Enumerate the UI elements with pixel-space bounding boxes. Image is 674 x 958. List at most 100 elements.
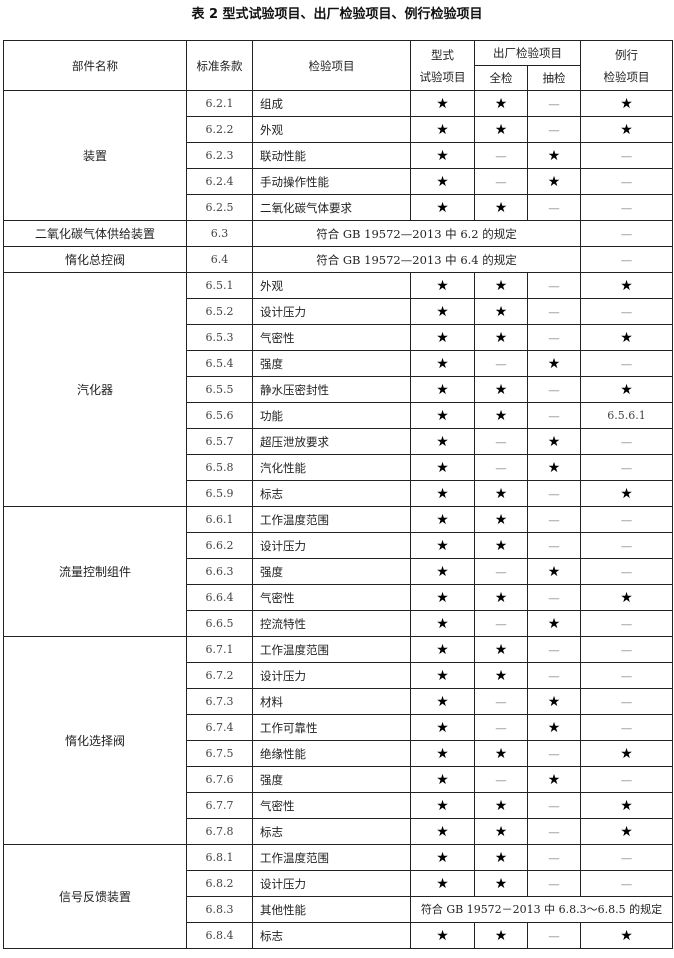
- table-row: 6.7.2 设计压力 ★ ★ — —: [4, 662, 673, 689]
- sample-inspection-cell: —: [527, 636, 581, 663]
- sample-inspection-cell: —: [527, 922, 581, 949]
- table-row: 信号反馈装置 6.8.1 工作温度范围 ★ ★ — —: [3, 844, 673, 949]
- clause-cell: 6.6.3: [186, 558, 253, 585]
- table-row: 流量控制组件 6.6.1 工作温度范围 ★ ★ — —: [3, 506, 673, 637]
- full-inspection-cell: ★: [474, 532, 528, 559]
- sample-inspection-cell: —: [527, 272, 581, 299]
- routine-inspection-cell: ★: [580, 116, 673, 143]
- sample-inspection-cell: —: [527, 844, 581, 871]
- table-row: 6.6.3 强度 ★ — ★ —: [4, 558, 673, 585]
- inspection-item-cell: 设计压力: [252, 298, 411, 325]
- inspection-item-cell: 气密性: [252, 584, 411, 611]
- table-row: 惰化总控阀 6.4 符合 GB 19572—2013 中 6.4 的规定 —: [3, 246, 673, 273]
- type-test-cell: ★: [410, 142, 475, 169]
- type-test-cell: ★: [410, 792, 475, 819]
- sample-inspection-cell: —: [527, 480, 581, 507]
- routine-inspection-cell: —: [580, 844, 673, 871]
- sample-inspection-cell: —: [527, 740, 581, 767]
- type-test-cell: ★: [410, 402, 475, 429]
- full-inspection-cell: —: [474, 558, 528, 585]
- routine-inspection-cell: —: [580, 558, 673, 585]
- inspection-item-cell: 材料: [252, 688, 411, 715]
- full-inspection-cell: —: [474, 610, 528, 637]
- inspection-item-cell: 联动性能: [252, 142, 411, 169]
- type-test-cell: ★: [410, 844, 475, 871]
- type-test-cell: ★: [410, 90, 475, 117]
- full-inspection-cell: ★: [474, 506, 528, 533]
- table-row: 6.7.4 工作可靠性 ★ — ★ —: [4, 714, 673, 741]
- header-clause: 标准条款: [186, 40, 253, 91]
- sample-inspection-cell: ★: [527, 454, 581, 481]
- type-test-cell: ★: [410, 740, 475, 767]
- routine-inspection-cell: ★: [580, 324, 673, 351]
- routine-inspection-cell: ★: [580, 272, 673, 299]
- table-row: 装置 6.2.1 组成 ★ ★ — ★: [3, 90, 673, 221]
- full-inspection-cell: —: [474, 714, 528, 741]
- routine-inspection-cell: —: [580, 454, 673, 481]
- full-inspection-cell: ★: [474, 90, 528, 117]
- clause-cell: 6.7.3: [186, 688, 253, 715]
- clause-cell: 6.5.7: [186, 428, 253, 455]
- inspection-item-cell: 工作温度范围: [252, 844, 411, 871]
- inspection-item-cell: 静水压密封性: [252, 376, 411, 403]
- type-test-cell: ★: [410, 194, 475, 221]
- inspection-item-cell: 设计压力: [252, 532, 411, 559]
- table-row: 汽化器 6.5.1 外观 ★ ★ — ★: [3, 272, 673, 507]
- type-test-cell: ★: [410, 506, 475, 533]
- sample-inspection-cell: —: [527, 532, 581, 559]
- table-title: 表 2 型式试验项目、出厂检验项目、例行检验项目: [191, 7, 483, 22]
- sample-inspection-cell: —: [527, 90, 581, 117]
- type-test-cell: ★: [410, 532, 475, 559]
- sample-inspection-cell: ★: [527, 714, 581, 741]
- full-inspection-cell: ★: [474, 324, 528, 351]
- table-row: 6.5.5 静水压密封性 ★ ★ — ★: [4, 376, 673, 403]
- table-row: 6.8.2 设计压力 ★ ★ — —: [4, 870, 673, 897]
- sample-inspection-cell: ★: [527, 688, 581, 715]
- requirement-note-cell: 符合 GB 19572—2013 中 6.4 的规定: [252, 246, 581, 273]
- header-sample-inspection: 抽检: [527, 65, 581, 91]
- requirement-note-cell: 符合 GB 19572—2013 中 6.2 的规定: [252, 220, 581, 247]
- requirement-note-cell: 符合 GB 19572－2013 中 6.8.3～6.8.5 的规定: [410, 896, 673, 923]
- clause-cell: 6.7.7: [186, 792, 253, 819]
- inspection-item-cell: 标志: [252, 818, 411, 845]
- full-inspection-cell: ★: [474, 792, 528, 819]
- clause-cell: 6.5.5: [186, 376, 253, 403]
- table-row: 6.8.4 标志 ★ ★ — ★: [4, 922, 673, 949]
- routine-inspection-cell: ★: [580, 740, 673, 767]
- sample-inspection-cell: —: [527, 662, 581, 689]
- full-inspection-cell: —: [474, 350, 528, 377]
- table-row: 6.6.5 控流特性 ★ — ★ —: [4, 610, 673, 637]
- type-test-cell: ★: [410, 714, 475, 741]
- header-item: 检验项目: [252, 40, 411, 91]
- clause-cell: 6.6.1: [186, 506, 253, 533]
- inspection-item-cell: 设计压力: [252, 870, 411, 897]
- full-inspection-cell: ★: [474, 480, 528, 507]
- inspection-item-cell: 外观: [252, 116, 411, 143]
- type-test-cell: ★: [410, 558, 475, 585]
- full-inspection-cell: —: [474, 168, 528, 195]
- inspection-item-cell: 功能: [252, 402, 411, 429]
- part-name-cell: 惰化总控阀: [3, 246, 187, 273]
- table-row: 6.5.8 汽化性能 ★ — ★ —: [4, 454, 673, 481]
- clause-cell: 6.2.3: [186, 142, 253, 169]
- part-name-cell: 二氧化碳气体供给装置: [3, 220, 187, 247]
- clause-cell: 6.6.5: [186, 610, 253, 637]
- inspection-item-cell: 绝缘性能: [252, 740, 411, 767]
- full-inspection-cell: ★: [474, 662, 528, 689]
- clause-cell: 6.5.8: [186, 454, 253, 481]
- clause-cell: 6.5.1: [186, 272, 253, 299]
- sample-inspection-cell: —: [527, 324, 581, 351]
- inspection-item-cell: 强度: [252, 350, 411, 377]
- routine-inspection-cell: ★: [580, 480, 673, 507]
- routine-inspection-cell: —: [580, 194, 673, 221]
- inspection-item-cell: 设计压力: [252, 662, 411, 689]
- type-test-cell: ★: [410, 818, 475, 845]
- table-row: 6.2.2 外观 ★ ★ — ★: [4, 116, 673, 143]
- table-row: 惰化选择阀 6.7.1 工作温度范围 ★ ★ — —: [3, 636, 673, 845]
- routine-inspection-cell: —: [580, 870, 673, 897]
- clause-cell: 6.8.2: [186, 870, 253, 897]
- routine-inspection-cell: —: [580, 428, 673, 455]
- type-test-cell: ★: [410, 480, 475, 507]
- clause-cell: 6.7.1: [186, 636, 253, 663]
- inspection-item-cell: 标志: [252, 480, 411, 507]
